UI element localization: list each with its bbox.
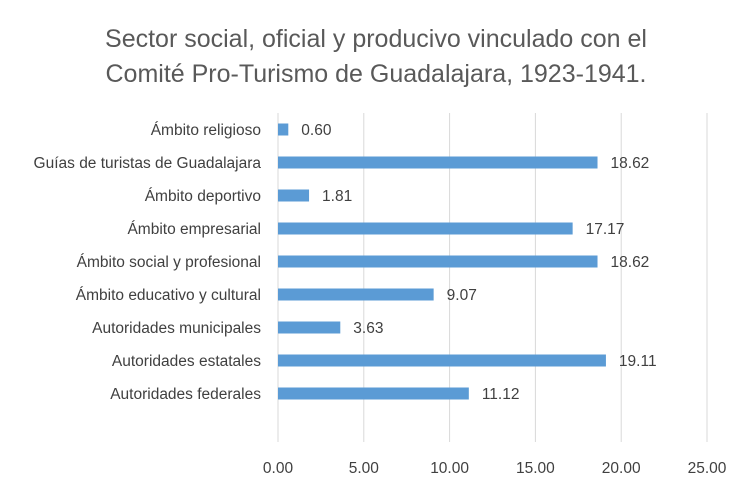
category-label: Autoridades federales — [110, 386, 261, 403]
category-label: Guías de turistas de Guadalajara — [34, 155, 262, 172]
chart-title: Sector social, oficial y producivo vincu… — [105, 25, 647, 88]
x-tick-label: 0.00 — [263, 460, 294, 477]
data-labels: 0.60 18.62 1.81 17.17 18.62 9.07 3.63 19.11 11.1… — [301, 122, 656, 403]
data-label: 11.12 — [482, 386, 520, 403]
bar — [278, 321, 341, 334]
category-label: Ámbito educativo y cultural — [76, 287, 261, 304]
category-label: Ámbito social y profesional — [77, 254, 261, 271]
data-label: 1.81 — [322, 188, 352, 205]
bar — [278, 222, 573, 235]
bars — [278, 123, 606, 400]
data-label: 18.62 — [611, 254, 650, 271]
category-label: Autoridades estatales — [112, 353, 261, 370]
data-label: 17.17 — [586, 221, 625, 238]
chart-title-line-2: Comité Pro-Turismo de Guadalajara, 1923-… — [105, 60, 646, 88]
x-axis-tick-labels: 0.00 5.00 10.00 15.00 20.00 25.00 — [263, 460, 727, 477]
data-label: 19.11 — [619, 353, 657, 370]
x-tick-label: 15.00 — [516, 460, 555, 477]
x-tick-label: 10.00 — [430, 460, 469, 477]
bar — [278, 189, 310, 202]
data-label: 9.07 — [447, 287, 477, 304]
data-label: 18.62 — [611, 155, 650, 172]
x-tick-label: 25.00 — [688, 460, 727, 477]
data-label: 3.63 — [353, 320, 383, 337]
category-label: Ámbito deportivo — [145, 188, 261, 205]
category-label: Autoridades municipales — [92, 320, 261, 337]
bar — [278, 123, 289, 136]
bar — [278, 288, 434, 301]
bar — [278, 354, 606, 367]
category-label: Ámbito empresarial — [127, 221, 261, 238]
category-label: Ámbito religioso — [151, 122, 261, 139]
bar — [278, 255, 598, 268]
bar — [278, 156, 598, 169]
x-tick-label: 5.00 — [349, 460, 380, 477]
bar — [278, 387, 469, 400]
category-labels: Ámbito religioso Guías de turistas de Gua… — [34, 122, 262, 403]
data-label: 0.60 — [301, 122, 332, 139]
x-tick-label: 20.00 — [602, 460, 641, 477]
chart-title-line-1: Sector social, oficial y producivo vincu… — [105, 25, 647, 53]
